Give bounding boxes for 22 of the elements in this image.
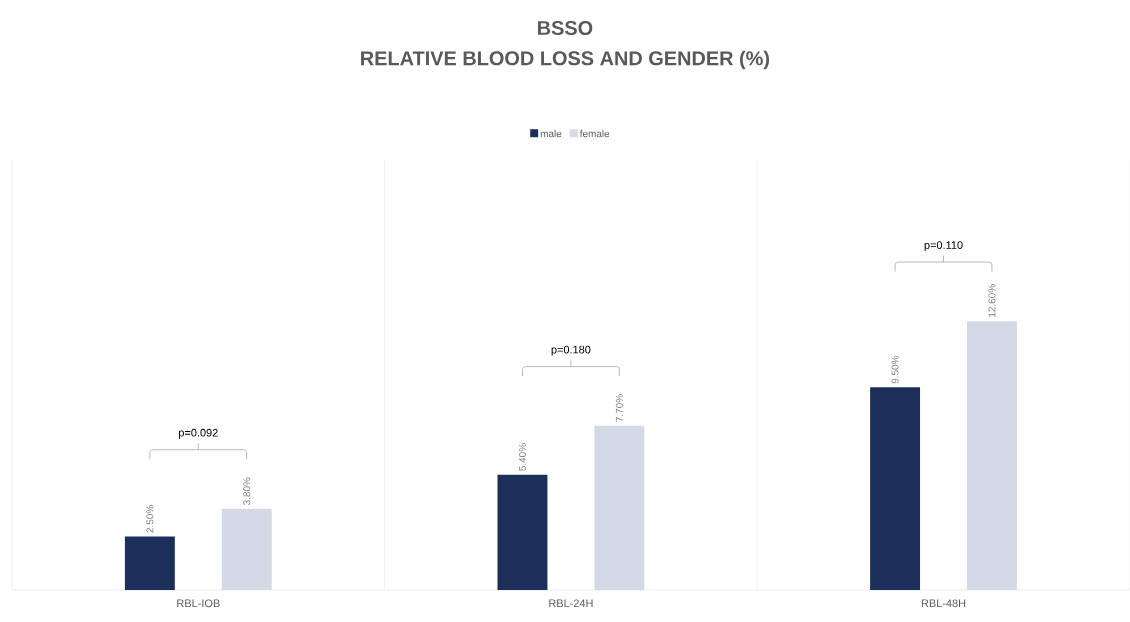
x-tick-label: RBL-48H: [921, 599, 966, 608]
x-tick-label: RBL-24H: [549, 599, 593, 608]
bar: [497, 474, 548, 590]
data-label: 9.50%: [891, 355, 899, 384]
x-tick-label: RBL-IOB: [177, 599, 220, 608]
chart-subtitle: RELATIVE BLOOD LOSS AND GENDER (%): [361, 50, 770, 70]
bar: [870, 387, 921, 590]
annotation: p=0.180: [551, 345, 591, 356]
bar: [966, 321, 1017, 590]
bar: [594, 425, 645, 590]
chart-title: BSSO: [538, 20, 593, 36]
data-label: 3.80%: [243, 477, 251, 506]
data-label: 7.70%: [615, 394, 623, 422]
bar: [124, 536, 175, 590]
data-label: 5.40%: [518, 443, 526, 471]
text: p=0.110: [924, 241, 963, 252]
data-label: 12.60%: [988, 284, 996, 317]
legend-label: male: [540, 129, 562, 138]
annotation: p=0.092: [179, 428, 218, 439]
bar: [221, 508, 272, 590]
legend-label: female: [579, 129, 610, 138]
data-label: 2.50%: [146, 505, 154, 533]
